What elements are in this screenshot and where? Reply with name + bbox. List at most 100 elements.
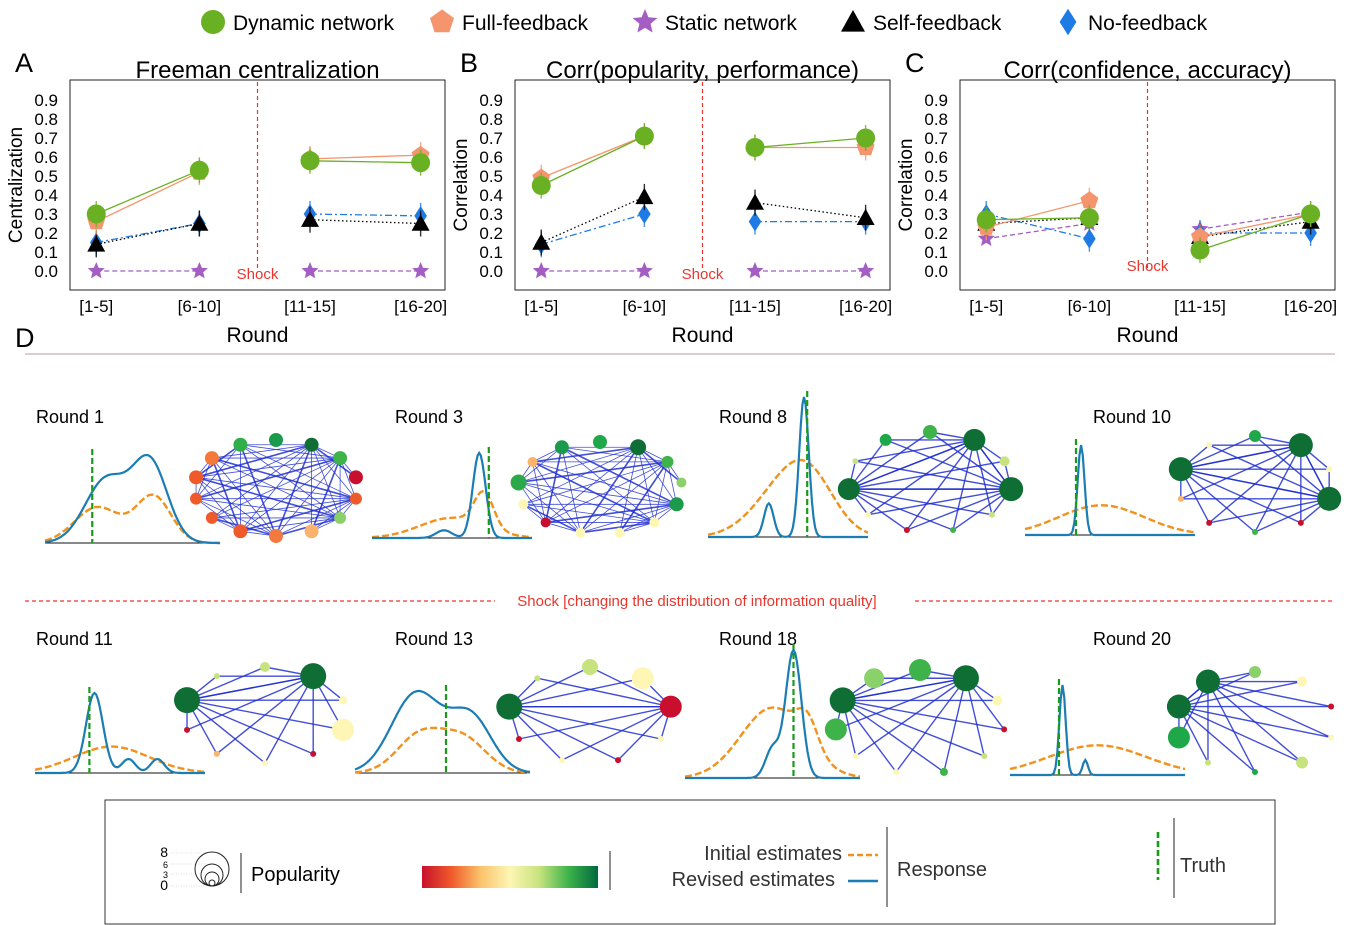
- network-edge: [545, 461, 668, 523]
- data-point: [635, 262, 653, 279]
- network-node: [1168, 457, 1193, 482]
- network-node: [518, 499, 529, 510]
- popularity-tick: 8: [160, 844, 168, 860]
- revised-estimates-curve: [1025, 444, 1195, 537]
- network-edge: [196, 498, 341, 519]
- network-edge: [842, 699, 945, 773]
- network-node: [1195, 669, 1220, 694]
- network-node: [300, 663, 327, 690]
- pentagon-icon: [430, 9, 454, 33]
- network-node: [310, 750, 317, 757]
- network-node: [981, 753, 988, 760]
- series-line: [95, 171, 200, 223]
- network-node: [1206, 442, 1213, 449]
- round-label: Round 13: [395, 629, 473, 649]
- network-node: [515, 736, 522, 742]
- star-icon: [632, 9, 658, 33]
- y-tick-label: 0.3: [924, 205, 948, 224]
- round-label: Round 10: [1093, 407, 1171, 427]
- network-node: [615, 757, 622, 764]
- y-tick-label: 0.3: [479, 205, 503, 224]
- shock-label: Shock: [237, 266, 279, 283]
- x-tick-label: [11-15]: [1174, 297, 1226, 316]
- network-edge: [1178, 706, 1256, 773]
- network-edge: [211, 457, 341, 519]
- data-point: [638, 204, 651, 224]
- y-axis-label: Correlation: [896, 139, 917, 232]
- data-point: [746, 262, 764, 279]
- round-label: Round 8: [719, 407, 787, 427]
- network-edge: [1209, 498, 1330, 524]
- network-edge: [508, 666, 591, 708]
- network-node: [213, 673, 220, 680]
- round-label: Round 18: [719, 629, 797, 649]
- shock-label: Shock: [1127, 258, 1169, 275]
- initial-estimates-curve: [354, 726, 531, 774]
- legend-label: Static network: [665, 12, 797, 35]
- network-edge: [1180, 444, 1301, 470]
- data-point: [748, 211, 762, 232]
- network-edge: [965, 678, 985, 757]
- data-point: [746, 193, 764, 210]
- network-node: [864, 668, 885, 689]
- data-point: [86, 204, 106, 224]
- network-edge: [186, 699, 314, 755]
- network-node: [659, 695, 682, 718]
- network-node: [1328, 703, 1335, 710]
- network-node: [1317, 486, 1342, 511]
- network-edge: [544, 447, 563, 523]
- series-line: [96, 222, 200, 244]
- network-edge: [537, 677, 671, 708]
- initial-estimates-curve: [684, 706, 861, 778]
- network-node: [331, 718, 354, 741]
- data-point: [856, 128, 876, 148]
- network-node: [496, 693, 523, 720]
- network-edge: [848, 488, 993, 516]
- revised-estimates-curve: [35, 691, 205, 775]
- data-point: [1079, 208, 1099, 228]
- y-tick-label: 0.6: [34, 148, 58, 167]
- popularity-tick: 0: [160, 877, 168, 893]
- network-node: [669, 497, 684, 512]
- y-tick-label: 0.4: [479, 186, 503, 205]
- series-line: [986, 200, 1090, 228]
- network-node: [1328, 734, 1335, 741]
- series-line: [1199, 213, 1311, 251]
- panel-letter: C: [905, 48, 925, 78]
- network-edge: [1254, 435, 1330, 500]
- y-tick-label: 0.4: [924, 186, 948, 205]
- y-tick-label: 0.5: [479, 167, 503, 186]
- network-edge: [311, 444, 341, 519]
- network-edge: [523, 461, 668, 505]
- network-edge: [275, 457, 341, 537]
- network-node: [338, 696, 347, 705]
- network-edge: [523, 503, 655, 523]
- network-edge: [240, 497, 357, 533]
- initial-estimates-curve: [1009, 744, 1186, 771]
- key-frame: [104, 799, 1276, 925]
- revised-estimates-curve: [354, 689, 531, 774]
- series-line: [541, 135, 645, 179]
- network-edge: [195, 476, 341, 519]
- network-node: [582, 659, 598, 675]
- series-line: [541, 213, 645, 246]
- y-tick-label: 0.1: [34, 243, 58, 262]
- legend-label: Self-feedback: [873, 12, 1002, 35]
- revised-estimates-curve: [685, 647, 860, 780]
- network-edge: [653, 461, 668, 523]
- round-label: Round 20: [1093, 629, 1171, 649]
- network-node: [1297, 676, 1308, 687]
- network-edge: [561, 446, 668, 463]
- y-tick-label: 0.2: [924, 224, 948, 243]
- network-edge: [1180, 468, 1330, 500]
- network-node: [334, 511, 347, 524]
- data-point: [189, 160, 209, 180]
- data-point: [300, 151, 320, 171]
- network-edge: [240, 444, 357, 500]
- legend: Dynamic network Full-feedback Static netwo…: [201, 8, 1208, 36]
- legend-item: No-feedback: [1059, 8, 1208, 36]
- network-node: [1249, 666, 1261, 678]
- network-node: [348, 470, 363, 485]
- data-point: [976, 210, 996, 230]
- network-edge: [867, 439, 975, 516]
